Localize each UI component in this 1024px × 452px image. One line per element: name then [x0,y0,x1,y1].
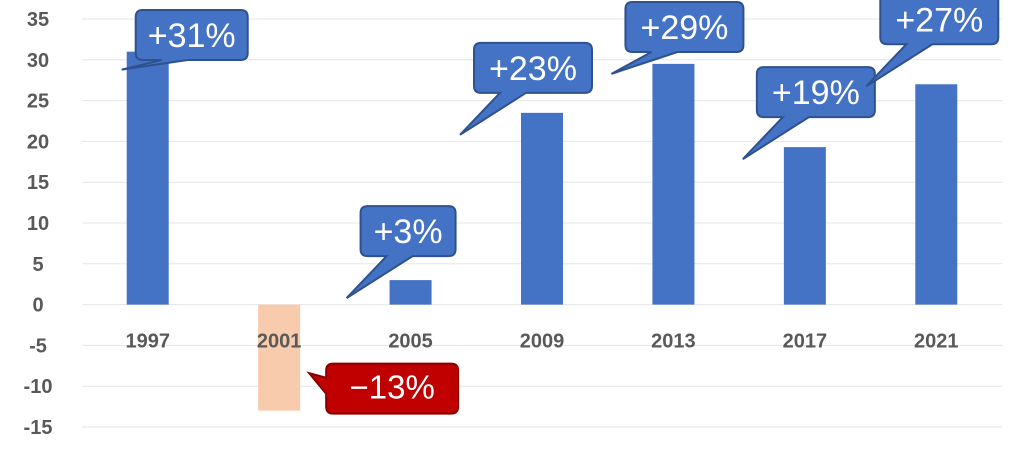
x-axis-ticks: 1997 2001 2005 2009 2013 2017 2021 [125,331,958,353]
x-tick-label-2013: 2013 [651,331,696,353]
x-tick-label-2017: 2017 [783,331,828,353]
callout-2013: +29% [610,1,745,75]
y-tick-label: 25 [27,91,49,113]
data-label-2009: +23% [489,50,577,88]
bar-2009 [521,112,563,305]
data-label-2013: +29% [640,9,728,47]
data-label-1997: +31% [148,17,236,55]
x-tick-label-2009: 2009 [520,331,565,353]
bar-2021 [915,84,958,305]
callout-2021: +27% [865,0,1000,88]
bar-1997 [126,51,169,305]
bars [126,51,958,411]
x-tick-label-2005: 2005 [388,331,433,353]
y-axis-ticks: 35 30 25 20 15 10 5 0 -5 -10 -15 [24,9,53,439]
bar-2005 [389,280,432,305]
data-label-callouts: +31% −13% +3% +23% +29% +19% +27% [121,0,1000,415]
x-tick-label-1997: 1997 [125,331,170,353]
x-tick-label-2021: 2021 [914,331,959,353]
callout-2005: +3% [345,205,457,299]
y-tick-label: -15 [24,417,53,439]
callout-2009: +23% [459,41,593,136]
y-tick-label: 0 [32,295,43,317]
bar-2013 [652,63,695,305]
callout-2017: +19% [742,66,876,160]
y-tick-label: 35 [27,9,49,31]
y-tick-label: 20 [27,131,49,153]
data-label-2021: +27% [895,1,983,39]
callout-2001: −13% [306,362,460,415]
callout-1997: +31% [121,9,249,71]
bar-2017 [783,147,826,305]
y-tick-label: 30 [27,50,49,72]
y-tick-label: 15 [27,172,49,194]
y-tick-label: 10 [27,213,49,235]
bar-2001 [258,304,301,411]
data-label-2001: −13% [349,369,434,406]
y-tick-label: 5 [32,254,43,276]
x-tick-label-2001: 2001 [257,331,302,353]
y-tick-label: -5 [29,335,47,357]
data-label-2005: +3% [374,213,443,251]
y-tick-label: -10 [24,376,53,398]
data-label-2017: +19% [772,74,860,112]
